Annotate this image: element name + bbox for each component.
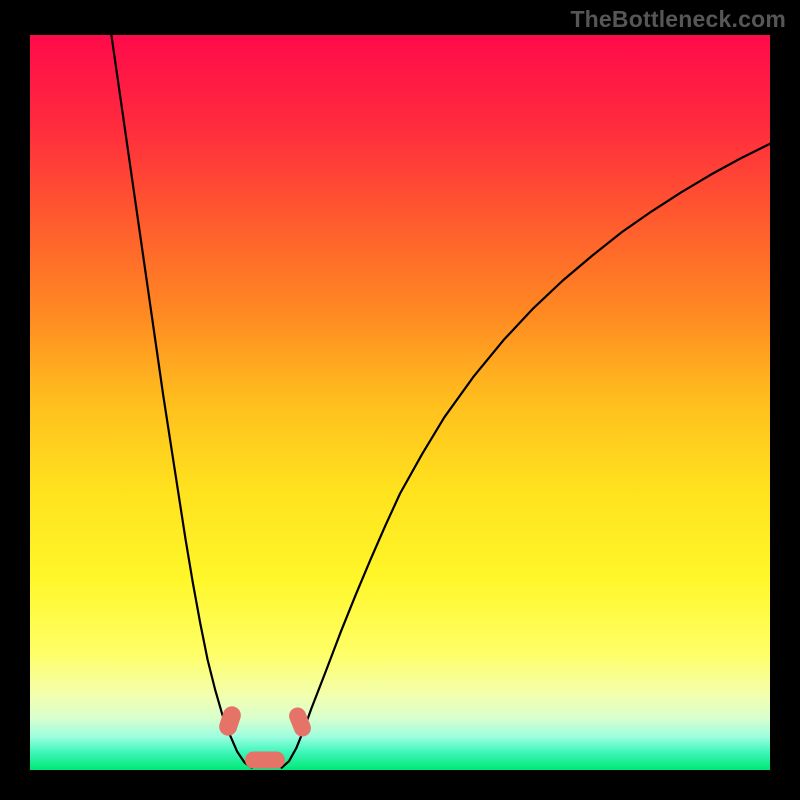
markers-layer [30,35,770,770]
plot-area [30,35,770,770]
data-marker [245,752,285,769]
watermark-text: TheBottleneck.com [570,6,786,33]
chart-container: TheBottleneck.com [0,0,800,800]
data-marker [287,705,314,739]
data-marker [217,704,243,738]
